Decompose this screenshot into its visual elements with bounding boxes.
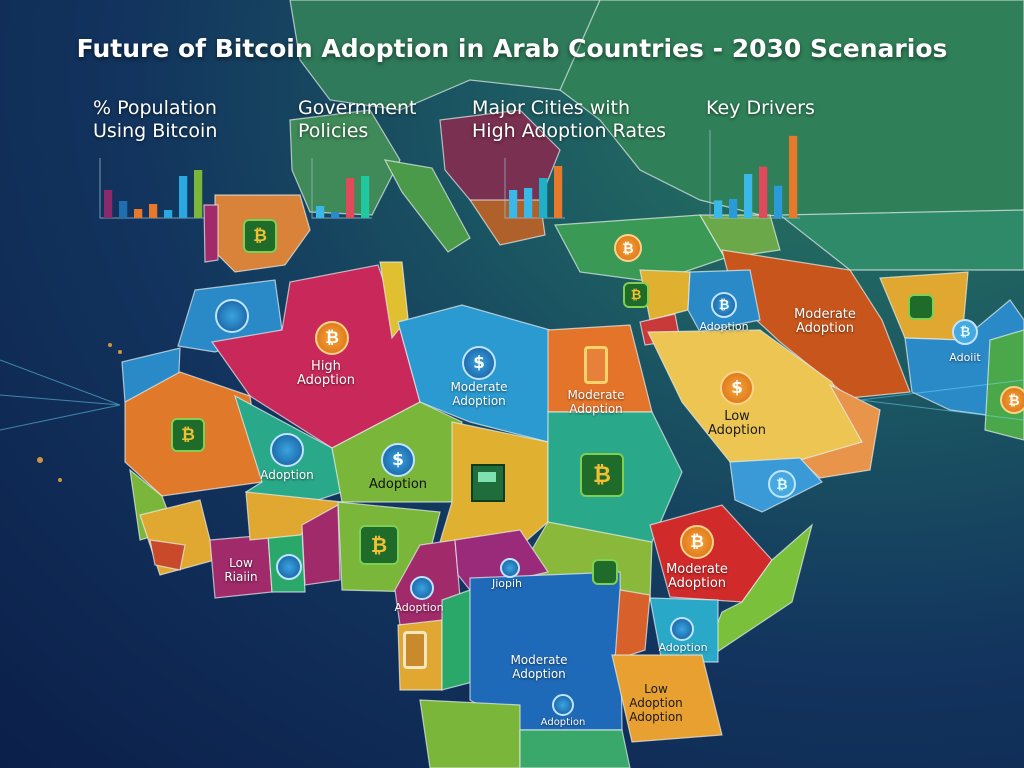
mini-chart-bar — [346, 178, 355, 218]
light-beam — [859, 379, 1024, 421]
mini-chart-bar — [194, 170, 203, 218]
bitcoin-icon: ₿ — [623, 282, 649, 308]
region-central-asia — [778, 209, 1024, 271]
mini-chart-bar — [361, 176, 370, 218]
region-france — [289, 109, 401, 216]
region-italy — [383, 159, 471, 253]
bitcoin-coin-icon — [276, 554, 302, 580]
bitcoin-coin-icon: ₿ — [614, 234, 642, 262]
dollar-coin-icon: $ — [720, 371, 754, 405]
mini-chart-bar — [164, 210, 173, 218]
mini-chart-bar — [729, 198, 738, 218]
bitcoin-icon — [592, 559, 618, 585]
mini-chart-bar — [714, 200, 723, 218]
region-tunisia — [379, 261, 409, 340]
bitcoin-coin-icon: ₿ — [680, 525, 714, 559]
island — [118, 350, 122, 354]
label-drc-small: Adoption — [540, 717, 586, 728]
label-jordan: Adoption — [699, 320, 749, 333]
bitcoin-coin-icon: ₿ — [1000, 386, 1024, 414]
label-car: Jiopih — [491, 577, 523, 590]
region-uganda — [614, 589, 651, 661]
island — [58, 478, 62, 482]
label-algeria: High Adoption — [296, 359, 356, 388]
mini-chart-bar — [119, 201, 128, 218]
bitcoin-coin-icon — [500, 558, 520, 578]
mini-chart-bar — [524, 188, 533, 218]
atm-icon — [908, 294, 934, 320]
label-kenya: Adoption — [658, 641, 708, 654]
label-drc: Moderate Adoption — [510, 653, 568, 681]
bitcoin-coin-icon: ₿ — [315, 321, 349, 355]
region-burkina — [245, 491, 344, 541]
panel-heading-cities: Major Cities with High Adoption Rates — [472, 97, 667, 142]
mini-chart-bar — [331, 212, 340, 218]
bitcoin-coin-icon — [552, 694, 574, 716]
panel-heading-drivers: Key Drivers — [706, 97, 815, 119]
dollar-coin-icon: $ — [381, 443, 415, 477]
region-oman — [798, 383, 881, 479]
mini-chart-bar — [316, 206, 325, 218]
label-libya: Moderate Adoption — [450, 380, 508, 408]
label-egypt: Moderate Adoption — [567, 388, 625, 416]
dollar-coin-icon: $ — [462, 346, 496, 380]
mini-chart-bar — [509, 190, 518, 218]
bitcoin-block-icon: ₿ — [580, 453, 624, 497]
mini-chart-axis — [709, 130, 800, 219]
mini-chart-bar — [104, 190, 113, 218]
bitcoin-icon: ₿ — [952, 319, 978, 345]
bitcoin-coin-icon — [270, 433, 304, 467]
light-beam — [0, 359, 121, 431]
label-ethiopia: Moderate Adoption — [666, 562, 728, 591]
mini-chart-bar — [789, 135, 798, 218]
smartphone-icon — [403, 631, 427, 669]
region-balkans-2 — [468, 199, 546, 246]
label-west-africa: Low Riaiin — [224, 556, 258, 584]
label-cameroon: Adoption — [394, 601, 444, 614]
mini-chart-bar — [149, 204, 158, 218]
island — [37, 457, 43, 463]
atm-icon — [471, 464, 505, 502]
mini-chart-bar — [179, 176, 188, 218]
label-tanzania: Low Adoption Adoption — [629, 682, 683, 724]
network-icon — [215, 299, 249, 333]
label-niger: Adoption — [368, 477, 428, 492]
bitcoin-coin-icon — [670, 617, 694, 641]
mini-chart-bar — [774, 185, 783, 218]
mini-chart-bar — [759, 166, 768, 218]
label-saudi: Low Adoption — [707, 409, 767, 438]
bitcoin-wallet-icon: ₿ — [171, 418, 205, 452]
panel-heading-population: % Population Using Bitcoin — [93, 97, 218, 142]
bitcoin-icon: ₿ — [768, 470, 796, 498]
region-india — [984, 329, 1024, 441]
region-zambia — [519, 729, 631, 768]
bitcoin-block-icon: ₿ — [359, 525, 399, 565]
region-angola — [419, 699, 521, 768]
region-sierra — [149, 539, 186, 571]
mini-chart-bar — [539, 178, 548, 218]
panel-heading-policies: Government Policies — [298, 97, 417, 142]
bitcoin-icon: ₿ — [243, 219, 277, 253]
mini-chart-bar — [134, 209, 143, 218]
region-tanzania — [611, 654, 723, 743]
smartphone-icon — [584, 346, 608, 384]
bitcoin-coin-icon: ₿ — [711, 292, 737, 318]
label-iran: Moderate Adoption — [794, 307, 856, 336]
label-pakistan: Adoiit — [949, 351, 981, 364]
region-benin — [301, 503, 341, 586]
mini-chart-bar — [744, 174, 753, 218]
bitcoin-coin-icon — [410, 576, 434, 600]
island — [108, 343, 112, 347]
mini-chart-bar — [554, 166, 563, 218]
label-mali: Adoption — [260, 468, 314, 482]
region-portugal — [203, 204, 219, 263]
page-title: Future of Bitcoin Adoption in Arab Count… — [76, 34, 948, 63]
